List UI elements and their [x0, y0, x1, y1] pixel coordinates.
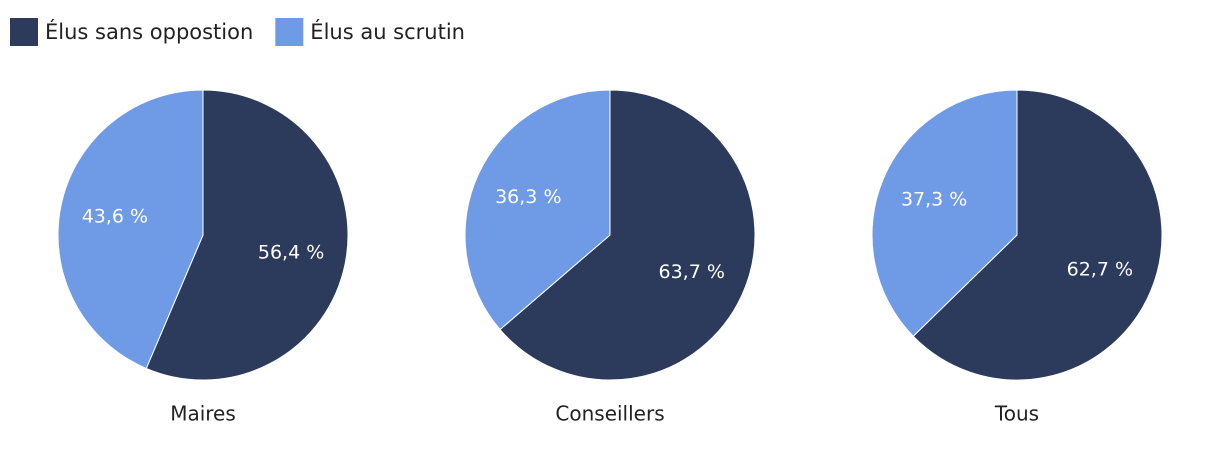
legend-label: Élus au scrutin: [310, 19, 465, 44]
pie-slice: [912, 89, 1163, 381]
pie-title: Conseillers: [555, 402, 664, 426]
value-label: 56,4 %: [258, 241, 324, 263]
value-label: 37,3 %: [901, 189, 967, 211]
value-label: 43,6 %: [82, 206, 148, 228]
value-label: 63,7 %: [658, 261, 724, 283]
pie-slice: [464, 89, 611, 331]
pie-title: Tous: [994, 402, 1039, 426]
pie-slice: [871, 89, 1018, 337]
pie-slice: [499, 89, 756, 381]
pie-slice: [145, 89, 349, 381]
legend-swatch: [275, 18, 304, 46]
legend-swatch: [10, 18, 38, 46]
value-label: 62,7 %: [1067, 258, 1133, 280]
pie-slice: [57, 89, 204, 370]
legend-label: Élus sans oppostion: [45, 19, 253, 44]
value-label: 36,3 %: [495, 186, 561, 208]
pie-title: Maires: [170, 402, 236, 426]
